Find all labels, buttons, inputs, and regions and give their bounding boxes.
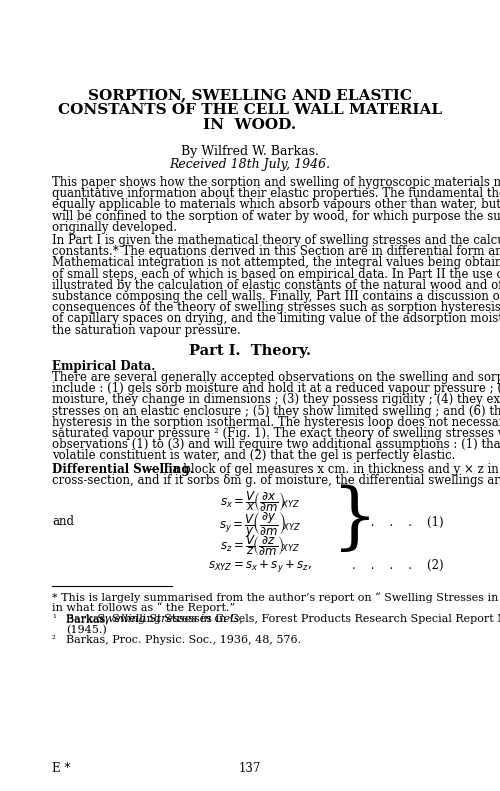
Text: saturated vapour pressure ² (Fig. 1). The exact theory of swelling stresses will: saturated vapour pressure ² (Fig. 1). Th… — [52, 427, 500, 440]
Text: * This is largely summarised from the author’s report on “ Swelling Stresses in : * This is largely summarised from the au… — [52, 592, 500, 603]
Text: E *: E * — [52, 762, 70, 775]
Text: In Part I is given the mathematical theory of swelling stresses and the calculat: In Part I is given the mathematical theo… — [52, 234, 500, 247]
Text: (1945.): (1945.) — [66, 625, 107, 635]
Text: $s_x = \dfrac{V}{x}\!\left(\dfrac{\partial x}{\partial m}\right)_{\!\!XYZ}$: $s_x = \dfrac{V}{x}\!\left(\dfrac{\parti… — [220, 489, 300, 513]
Text: Differential Swelling.: Differential Swelling. — [52, 463, 194, 475]
Text: the saturation vapour pressure.: the saturation vapour pressure. — [52, 324, 241, 337]
Text: $s_z = \dfrac{V}{z}\!\left(\dfrac{\partial z}{\partial m}\right)_{\!\!XYZ}$: $s_z = \dfrac{V}{z}\!\left(\dfrac{\parti… — [220, 533, 300, 558]
Text: }: } — [332, 485, 378, 555]
Text: equally applicable to materials which absorb vapours other than water, but the a: equally applicable to materials which ab… — [52, 199, 500, 211]
Text: —If a block of gel measures x cm. in thickness and y × z in: —If a block of gel measures x cm. in thi… — [148, 463, 499, 475]
Text: CONSTANTS OF THE CELL WALL MATERIAL: CONSTANTS OF THE CELL WALL MATERIAL — [58, 103, 442, 117]
Text: 137: 137 — [239, 762, 261, 775]
Text: Empirical Data.: Empirical Data. — [52, 360, 156, 373]
Text: observations (1) to (3) and will require two additional assumptions : (1) that t: observations (1) to (3) and will require… — [52, 438, 500, 451]
Text: .    .    .    .    (1): . . . . (1) — [352, 516, 444, 529]
Text: Barkas, Swelling Stresses in Gels, Forest Products Research Special Report No. 6: Barkas, Swelling Stresses in Gels, Fores… — [66, 614, 500, 624]
Text: quantitative information about their elastic properties. The fundamental theory : quantitative information about their ela… — [52, 187, 500, 200]
Text: IN  WOOD.: IN WOOD. — [204, 118, 296, 132]
Text: hysteresis in the sorption isothermal. The hysteresis loop does not necessarily : hysteresis in the sorption isothermal. T… — [52, 416, 500, 429]
Text: ²: ² — [52, 635, 56, 644]
Text: and: and — [52, 515, 74, 528]
Text: Mathematical integration is not attempted, the integral values being obtained by: Mathematical integration is not attempte… — [52, 256, 500, 270]
Text: of small steps, each of which is based on empirical data. In Part II the use of : of small steps, each of which is based o… — [52, 267, 500, 281]
Text: $s_y = \dfrac{V}{y}\!\left(\dfrac{\partial y}{\partial m}\right)_{\!\!XYZ}$: $s_y = \dfrac{V}{y}\!\left(\dfrac{\parti… — [219, 511, 301, 540]
Text: .    .    .    .    (2): . . . . (2) — [352, 559, 444, 572]
Text: SORPTION, SWELLING AND ELASTIC: SORPTION, SWELLING AND ELASTIC — [88, 88, 412, 102]
Text: Part I.  Theory.: Part I. Theory. — [189, 344, 311, 358]
Text: Barkas, Proc. Physic. Soc., 1936, 48, 576.: Barkas, Proc. Physic. Soc., 1936, 48, 57… — [66, 635, 301, 645]
Text: moisture, they change in dimensions ; (3) they possess rigidity ; (4) they exert: moisture, they change in dimensions ; (3… — [52, 393, 500, 407]
Text: substance composing the cell walls. Finally, Part III contains a discussion of c: substance composing the cell walls. Fina… — [52, 290, 500, 303]
Text: Barkas,: Barkas, — [66, 614, 112, 624]
Text: $s_{XYZ} = s_x + s_y + s_z,$: $s_{XYZ} = s_x + s_y + s_z,$ — [208, 558, 312, 574]
Text: in what follows as “ the Report.”: in what follows as “ the Report.” — [52, 603, 235, 613]
Text: Received 18th July, 1946.: Received 18th July, 1946. — [170, 158, 330, 171]
Text: cross-section, and if it sorbs δm g. of moisture, the differential swellings are: cross-section, and if it sorbs δm g. of … — [52, 474, 500, 486]
Text: will be confined to the sorption of water by wood, for which purpose the subject: will be confined to the sorption of wate… — [52, 210, 500, 222]
Text: By Wilfred W. Barkas.: By Wilfred W. Barkas. — [181, 145, 319, 158]
Text: of capillary spaces on drying, and the limiting value of the adsorption moisture: of capillary spaces on drying, and the l… — [52, 312, 500, 325]
Text: There are several generally accepted observations on the swelling and sorption o: There are several generally accepted obs… — [52, 371, 500, 384]
Text: volatile constituent is water, and (2) that the gel is perfectly elastic.: volatile constituent is water, and (2) t… — [52, 449, 456, 463]
Text: include : (1) gels sorb moisture and hold it at a reduced vapour pressure ; (2) : include : (1) gels sorb moisture and hol… — [52, 382, 500, 396]
Text: constants.* The equations derived in this Section are in differential form and a: constants.* The equations derived in thi… — [52, 245, 500, 258]
Text: Swelling Stresses in Gels,: Swelling Stresses in Gels, — [96, 614, 242, 624]
Text: This paper shows how the sorption and swelling of hygroscopic materials may be u: This paper shows how the sorption and sw… — [52, 176, 500, 189]
Text: consequences of the theory of swelling stresses such as sorption hysteresis, the: consequences of the theory of swelling s… — [52, 301, 500, 314]
Text: illustrated by the calculation of elastic constants of the natural wood and of t: illustrated by the calculation of elasti… — [52, 278, 500, 292]
Text: ¹: ¹ — [52, 614, 56, 623]
Text: stresses on an elastic enclosure ; (5) they show limited swelling ; and (6) they: stresses on an elastic enclosure ; (5) t… — [52, 405, 500, 418]
Text: originally developed.: originally developed. — [52, 221, 177, 234]
